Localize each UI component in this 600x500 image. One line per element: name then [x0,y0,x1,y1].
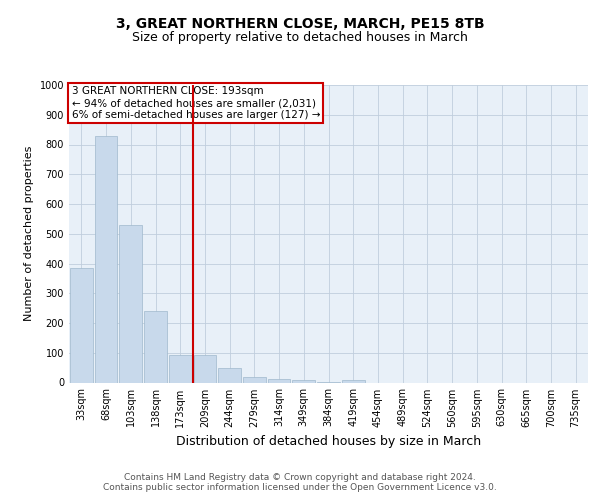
Bar [268,378,290,382]
Bar [218,368,241,382]
Bar [243,377,266,382]
Bar [342,380,365,382]
Text: Size of property relative to detached houses in March: Size of property relative to detached ho… [132,31,468,44]
Bar [95,136,118,382]
Bar [70,268,93,382]
Bar [169,355,191,382]
Text: 3, GREAT NORTHERN CLOSE, MARCH, PE15 8TB: 3, GREAT NORTHERN CLOSE, MARCH, PE15 8TB [116,18,484,32]
X-axis label: Distribution of detached houses by size in March: Distribution of detached houses by size … [176,435,481,448]
Text: 3 GREAT NORTHERN CLOSE: 193sqm
← 94% of detached houses are smaller (2,031)
6% o: 3 GREAT NORTHERN CLOSE: 193sqm ← 94% of … [71,86,320,120]
Text: Contains HM Land Registry data © Crown copyright and database right 2024.
Contai: Contains HM Land Registry data © Crown c… [103,472,497,492]
Bar [292,380,315,382]
Bar [194,355,216,382]
Bar [119,225,142,382]
Y-axis label: Number of detached properties: Number of detached properties [24,146,34,322]
Bar [144,311,167,382]
